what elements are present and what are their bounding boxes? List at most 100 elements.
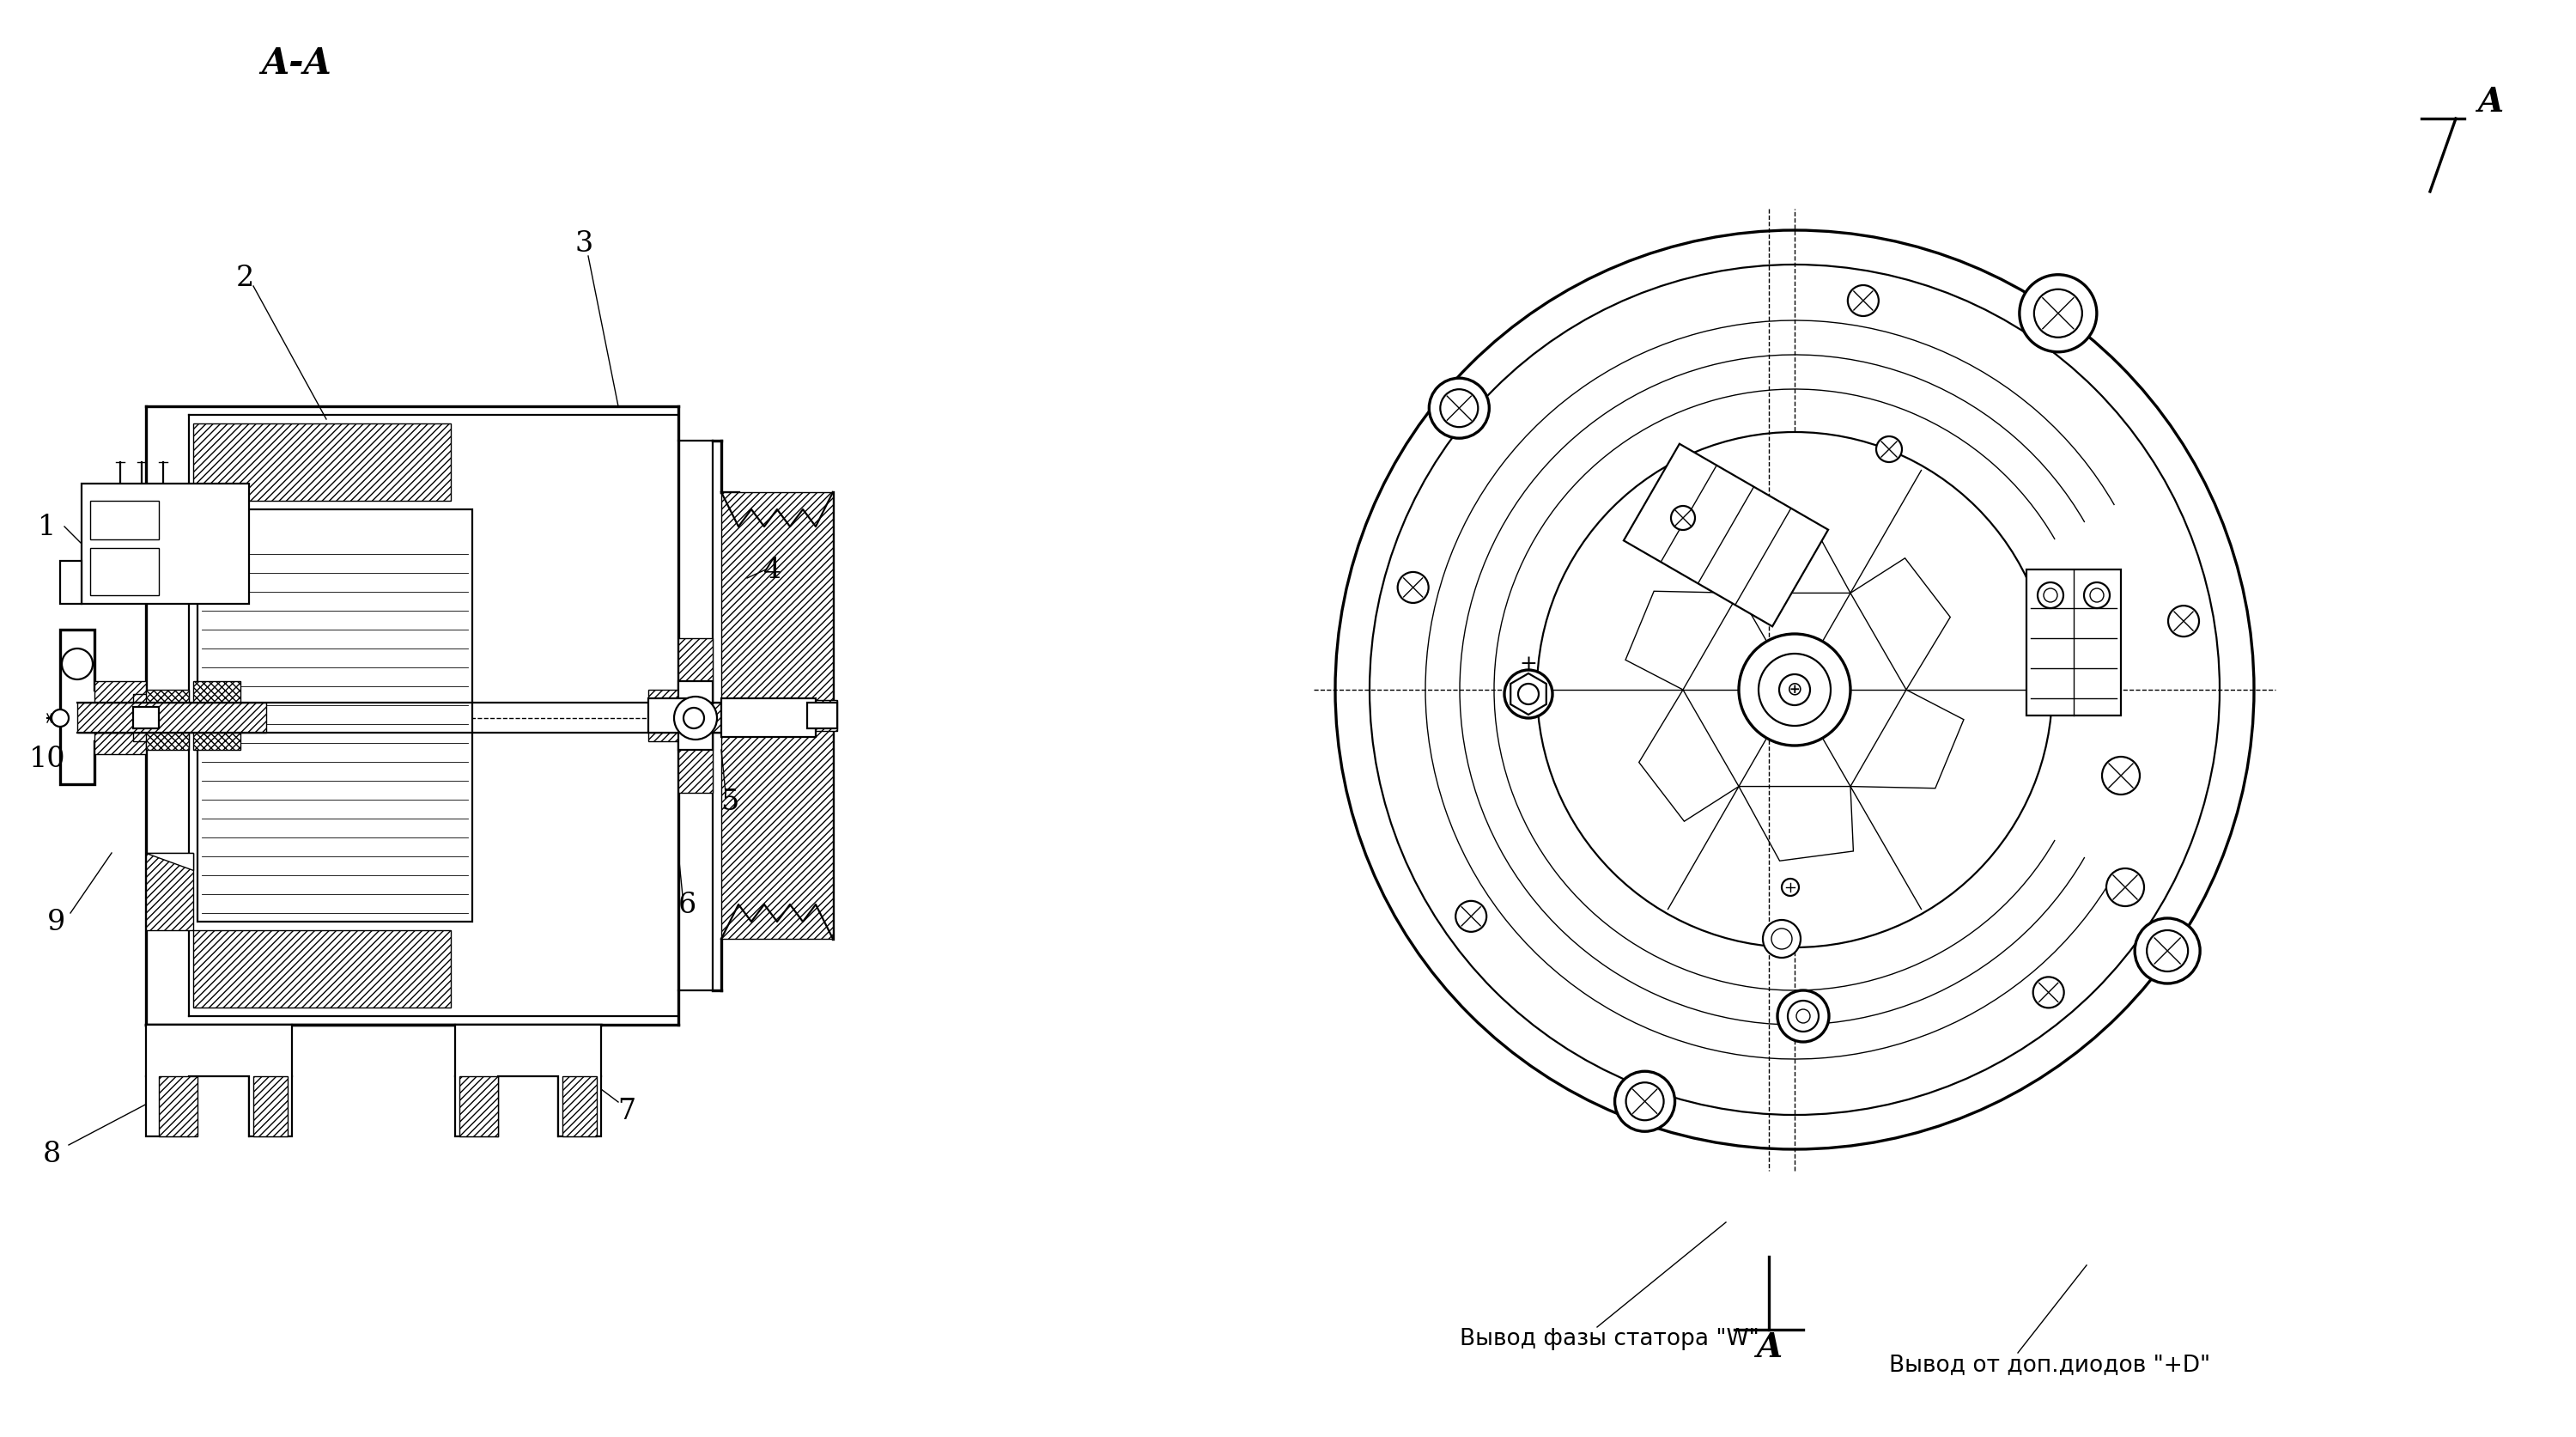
Bar (147, 854, 193, 931)
Circle shape (1440, 389, 1479, 428)
Bar (193, 424, 451, 502)
Polygon shape (147, 562, 193, 579)
Text: 4: 4 (762, 556, 783, 583)
Bar (134, 694, 160, 741)
Bar (459, 1076, 497, 1137)
Bar (59, 629, 95, 785)
Bar (147, 502, 193, 579)
Circle shape (1517, 684, 1538, 704)
Circle shape (2169, 606, 2200, 637)
Polygon shape (1736, 519, 1850, 593)
Text: 7: 7 (618, 1096, 636, 1125)
Bar (806, 703, 837, 729)
Polygon shape (1850, 690, 1963, 789)
Text: +: + (1520, 654, 1538, 674)
Bar (147, 690, 188, 716)
Circle shape (1370, 266, 2221, 1115)
Bar (193, 931, 451, 1007)
Polygon shape (1850, 559, 1950, 690)
Bar (721, 493, 832, 940)
Circle shape (1739, 634, 1850, 746)
Circle shape (2020, 276, 2097, 352)
Bar (677, 681, 714, 750)
Circle shape (2038, 583, 2063, 609)
Bar (59, 562, 82, 605)
Bar (90, 549, 160, 596)
Circle shape (1672, 506, 1695, 530)
Polygon shape (456, 1025, 600, 1137)
Bar (806, 700, 837, 731)
Text: 10: 10 (28, 746, 64, 773)
Circle shape (1615, 1072, 1674, 1131)
Circle shape (2107, 869, 2143, 907)
Text: A: A (1757, 1331, 1783, 1364)
Bar (562, 1076, 598, 1137)
Circle shape (1504, 671, 1553, 718)
Polygon shape (147, 854, 193, 871)
Circle shape (1847, 286, 1878, 316)
Text: 5: 5 (721, 787, 739, 816)
Circle shape (1875, 437, 1901, 463)
Circle shape (2043, 589, 2058, 602)
Circle shape (1762, 920, 1801, 958)
Circle shape (675, 697, 716, 740)
Polygon shape (1510, 674, 1546, 716)
Bar (198, 510, 471, 923)
Text: A: A (2478, 86, 2504, 118)
Circle shape (1455, 901, 1486, 933)
Text: Вывод от доп.диодов "+D": Вывод от доп.диодов "+D" (1888, 1352, 2210, 1375)
Bar (160, 1076, 198, 1137)
Circle shape (2084, 583, 2110, 609)
Bar (659, 703, 680, 729)
Circle shape (52, 710, 70, 727)
Text: 2: 2 (234, 264, 255, 292)
Bar (252, 1076, 289, 1137)
Text: 9: 9 (46, 908, 64, 935)
Bar (95, 703, 147, 733)
Circle shape (1783, 879, 1798, 897)
Text: 8: 8 (41, 1140, 62, 1167)
Circle shape (1399, 572, 1430, 604)
Circle shape (1795, 1010, 1811, 1023)
Circle shape (2089, 589, 2105, 602)
Bar (649, 698, 690, 733)
Bar (95, 681, 147, 754)
Text: 1: 1 (39, 513, 57, 540)
Circle shape (1625, 1082, 1664, 1121)
Bar (77, 703, 265, 733)
Circle shape (1334, 231, 2254, 1150)
Bar (90, 502, 160, 540)
Text: 3: 3 (574, 230, 592, 257)
Bar (2027, 570, 2120, 716)
Circle shape (1788, 1002, 1819, 1032)
Polygon shape (1623, 444, 1829, 627)
Bar (677, 638, 714, 793)
Circle shape (683, 708, 703, 729)
Bar (649, 690, 690, 741)
Bar (193, 681, 240, 716)
Circle shape (2136, 918, 2200, 984)
Circle shape (1780, 675, 1811, 706)
Text: Вывод фазы статора "W": Вывод фазы статора "W" (1461, 1328, 1759, 1349)
Polygon shape (1638, 690, 1739, 822)
Circle shape (1759, 654, 1832, 726)
Circle shape (1777, 990, 1829, 1042)
Circle shape (2102, 757, 2141, 795)
Polygon shape (1625, 592, 1739, 690)
Polygon shape (59, 629, 111, 785)
Circle shape (1772, 928, 1793, 950)
Text: 6: 6 (677, 891, 696, 918)
Bar (134, 707, 160, 729)
Circle shape (1430, 379, 1489, 438)
Polygon shape (1739, 787, 1852, 861)
Circle shape (1538, 433, 2053, 947)
Bar (193, 716, 240, 750)
Polygon shape (147, 1025, 291, 1137)
Circle shape (2035, 290, 2081, 338)
Bar (147, 718, 188, 750)
Circle shape (62, 650, 93, 680)
Text: ⊕: ⊕ (1788, 680, 1803, 697)
Text: A-A: A-A (260, 46, 332, 82)
Circle shape (2146, 931, 2187, 971)
Circle shape (2032, 977, 2063, 1009)
